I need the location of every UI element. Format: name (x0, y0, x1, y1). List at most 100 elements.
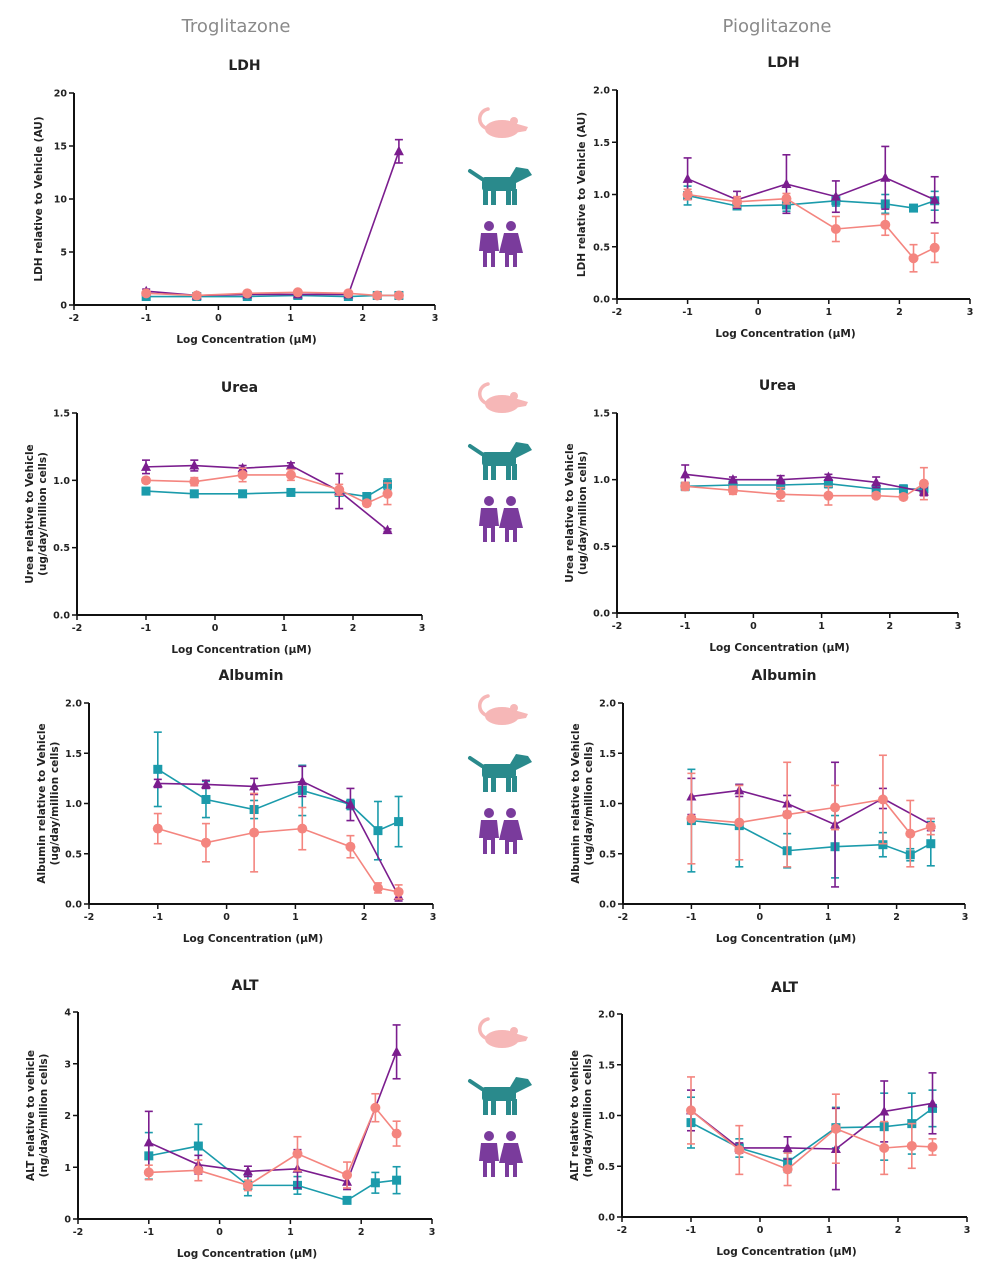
chart-title: ALT (232, 978, 259, 994)
x-tick-label: -1 (153, 912, 164, 923)
y-tick-label: 1.5 (65, 749, 82, 760)
series-dog (686, 768, 936, 879)
series-line-rat (145, 474, 388, 505)
data-point (292, 287, 303, 298)
data-point (143, 1136, 154, 1147)
chart-title: Albumin (219, 668, 284, 684)
y-tick-label: 1.5 (599, 749, 616, 760)
data-point (781, 178, 792, 189)
data-point (879, 1105, 890, 1116)
y-tick-label: 1 (64, 1163, 71, 1174)
data-point (152, 777, 163, 788)
x-axis-label: Log Concentration (µM) (716, 933, 856, 945)
data-point (680, 481, 691, 492)
x-axis-label: Log Concentration (µM) (715, 328, 855, 340)
data-point (373, 826, 383, 836)
y-tick-label: 0.5 (599, 849, 616, 860)
rat-icon (478, 382, 528, 413)
series-line-human (687, 176, 936, 201)
x-axis-label: Log Concentration (µM) (177, 1248, 317, 1260)
data-point (141, 461, 151, 471)
series-dog (686, 1089, 937, 1174)
data-point (871, 484, 881, 494)
data-point (334, 484, 345, 495)
y-tick-label: 2.0 (598, 1010, 615, 1021)
x-tick-label: 2 (896, 307, 903, 318)
data-point (391, 1046, 402, 1056)
series-human (682, 145, 940, 224)
data-point (382, 524, 393, 535)
series-line-human (146, 151, 400, 297)
series-human (686, 1072, 938, 1191)
series-line-human (157, 780, 400, 897)
y-tick-label: 0.5 (593, 242, 610, 253)
data-point (727, 474, 738, 484)
people-icon (479, 496, 523, 542)
x-tick-label: -2 (617, 1225, 628, 1236)
data-point (879, 1142, 890, 1153)
series-rat (141, 287, 404, 301)
data-point (686, 1105, 696, 1116)
data-point (343, 288, 354, 299)
y-tick-label: 1.0 (593, 475, 610, 486)
series-rat (682, 188, 940, 273)
data-point (927, 1097, 938, 1108)
data-point (830, 191, 841, 201)
y-tick-label: 2.0 (593, 86, 610, 97)
series-rat (143, 1092, 402, 1192)
y-axis-unit-label: (ug/day/million cells) (583, 742, 595, 866)
x-tick-label: 3 (962, 912, 969, 923)
species-icon-group (468, 694, 532, 854)
data-point (830, 802, 841, 813)
series-dog (153, 731, 404, 861)
x-tick-label: 3 (967, 307, 974, 318)
x-tick-label: -1 (141, 313, 152, 324)
series-line-human (145, 464, 389, 531)
x-tick-label: 3 (955, 621, 962, 632)
data-point (877, 794, 888, 805)
series-line-rat (157, 827, 399, 893)
data-point (823, 479, 833, 489)
x-axis-label: Log Concentration (µM) (716, 1246, 856, 1258)
people-icon (479, 221, 523, 267)
data-point (370, 1178, 380, 1188)
x-tick-label: -2 (73, 1227, 84, 1238)
chart-urea-troglitazone: Urea -2 -1 0 1 2 3 0.0 0.5 1.0 1.5 Log Concentratio… (24, 380, 425, 656)
chart-ldh-pioglitazone: LDH -2 -1 0 1 2 3 0.0 0.5 1.0 1.5 2.0 Log Concentrat… (576, 55, 973, 340)
data-point (775, 474, 786, 484)
data-point (382, 488, 393, 499)
x-axis-label: Log Concentration (µM) (171, 644, 311, 656)
series-line-human (691, 789, 932, 826)
series-dog (680, 478, 929, 494)
y-axis-unit-label: (ng/day/million cells) (582, 1054, 594, 1178)
x-tick-label: 1 (826, 1225, 833, 1236)
data-point (242, 1165, 253, 1176)
chart-alt-troglitazone: ALT -2 -1 0 1 2 3 0 1 2 3 4 Log Concentration (µM) AL… (25, 978, 435, 1260)
chart-alt-pioglitazone: ALT -2 -1 0 1 2 3 0.0 0.5 1.0 1.5 2.0 Log Concentrat… (569, 980, 970, 1258)
series-line-human (148, 1051, 398, 1183)
x-tick-label: -2 (69, 313, 80, 324)
data-point (782, 1142, 793, 1152)
chart-ldh-troglitazone: LDH -2 -1 0 1 2 3 0 5 10 15 20 Log Concentration (µM… (33, 58, 438, 346)
data-point (238, 489, 248, 499)
x-tick-label: 2 (350, 623, 357, 634)
data-point (242, 288, 253, 299)
data-point (871, 490, 882, 501)
data-point (682, 189, 693, 200)
data-point (392, 1175, 402, 1185)
data-point (345, 799, 356, 809)
y-axis-label: Albumin relative to Vehicle (570, 723, 582, 883)
data-point (193, 1165, 204, 1176)
series-line-dog (157, 768, 399, 832)
x-tick-label: 2 (886, 621, 893, 632)
data-point (918, 478, 929, 489)
rat-icon (478, 694, 528, 725)
data-point (362, 491, 372, 501)
data-point (781, 193, 792, 204)
data-point (297, 775, 308, 786)
x-tick-label: 0 (212, 623, 219, 634)
chart-title: Albumin (752, 668, 817, 684)
y-axis-unit-label: (ug/day/million cells) (577, 451, 589, 575)
chart-albumin-pioglitazone: Albumin -2 -1 0 1 2 3 0.0 0.5 1.0 1.5 2.0 Log Concen… (570, 668, 968, 945)
